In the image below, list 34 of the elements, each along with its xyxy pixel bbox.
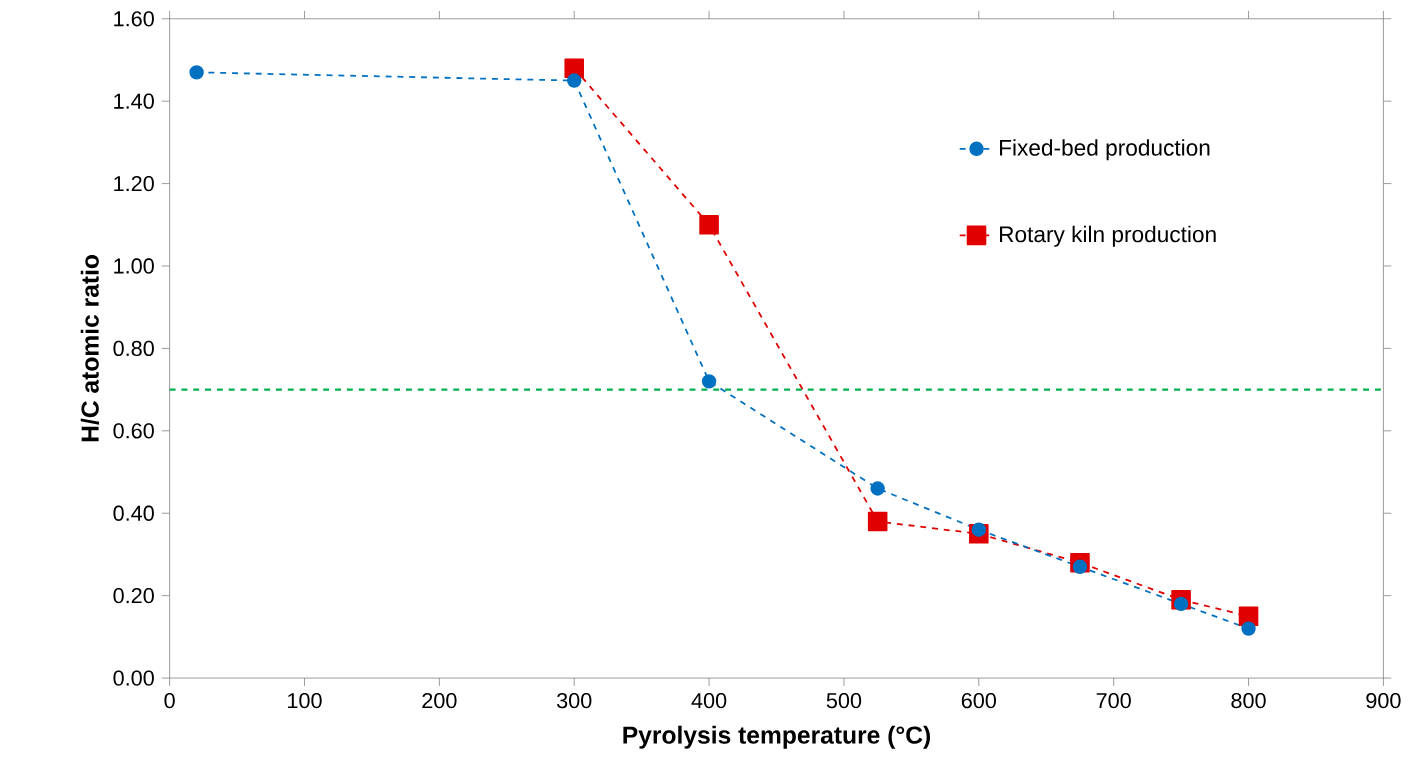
- x-tick-label: 500: [826, 693, 862, 709]
- point: [971, 522, 987, 537]
- point: [870, 481, 885, 496]
- y-tick-label: 1.40: [114, 93, 154, 109]
- y-tick-label: 1.00: [114, 258, 154, 274]
- point: [1072, 559, 1088, 575]
- x-tick-label: 400: [691, 693, 727, 709]
- y-tick-label: 0.80: [113, 340, 154, 357]
- point: [189, 65, 204, 80]
- y-tick-label: 1.20: [114, 176, 154, 192]
- y-tick-label: 0.20: [113, 588, 154, 604]
- y-axis-title: H/C atomic ratio: [80, 255, 100, 442]
- legend-label: Fixed-bed production: [1000, 139, 1210, 161]
- point: [699, 215, 719, 235]
- point: [1173, 596, 1189, 612]
- y-tick-label: 1.60: [114, 11, 154, 27]
- x-axis-title: Pyrolysis temperature (°C): [623, 725, 930, 749]
- point: [567, 73, 582, 88]
- point: [701, 374, 717, 389]
- x-tick-label: 100: [288, 693, 322, 709]
- point: [867, 511, 888, 532]
- legend-label: Rotary kiln production: [1000, 225, 1216, 247]
- y-tick-label: 0.60: [113, 423, 154, 439]
- x-tick-label: 600: [961, 693, 997, 709]
- y-tick-label: 0.00: [113, 670, 154, 686]
- y-tick-label: 0.40: [113, 505, 154, 521]
- point: [1241, 621, 1256, 636]
- x-tick-label: 700: [1096, 693, 1131, 709]
- x-tick-label: 800: [1231, 693, 1266, 709]
- x-tick-label: 0: [164, 693, 175, 709]
- x-tick-label: 300: [556, 693, 592, 709]
- point: [564, 58, 585, 79]
- x-tick-label: 900: [1366, 693, 1401, 709]
- x-tick-label: 200: [422, 693, 457, 709]
